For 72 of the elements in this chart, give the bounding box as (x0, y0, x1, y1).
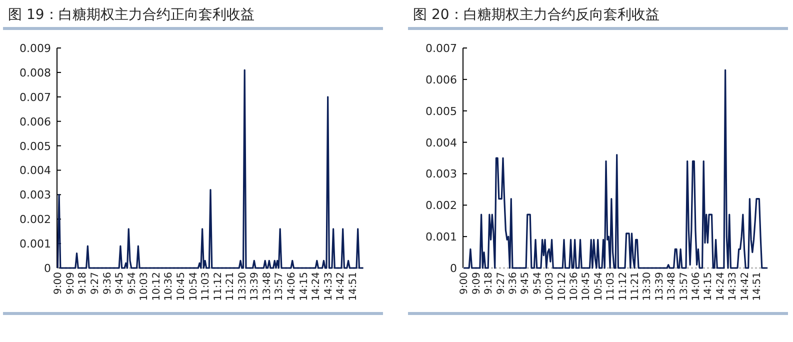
x-tick-label: 10:36 (568, 272, 580, 301)
x-tick-label: 9:36 (508, 272, 519, 294)
y-tick-label: 0.007 (20, 90, 51, 104)
x-tick-label: 9:00 (53, 272, 64, 294)
x-tick-label: 14:33 (728, 272, 739, 301)
x-tick-label: 9:27 (496, 272, 507, 294)
x-tick-label: 13:30 (642, 272, 654, 301)
x-tick-label: 9:36 (102, 272, 114, 294)
x-tick-label: 9:00 (459, 272, 470, 294)
y-tick-label: 0.006 (20, 115, 51, 128)
x-tick-label: 9:45 (520, 272, 532, 294)
x-tick-label: 10:54 (593, 272, 604, 301)
x-tick-label: 13:48 (666, 272, 678, 301)
y-tick-label: 0.003 (20, 188, 51, 202)
x-tick-label: 9:18 (484, 272, 495, 294)
x-tick-label: 11:21 (225, 272, 236, 301)
x-tick-label: 14:51 (752, 272, 763, 301)
x-tick-label: 13:39 (250, 272, 261, 301)
x-tick-label: 10:03 (139, 272, 150, 301)
x-tick-label: 14:33 (323, 272, 334, 301)
x-tick-label: 11:03 (606, 272, 617, 301)
x-tick-label: 14:15 (298, 272, 310, 301)
x-tick-label: 14:24 (715, 272, 726, 301)
y-tick-label: 0.004 (426, 136, 457, 150)
y-tick-label: 0.007 (426, 42, 457, 55)
x-tick-label: 11:12 (618, 272, 629, 301)
x-tick-label: 11:21 (630, 272, 641, 301)
y-tick-label: 0.009 (20, 42, 51, 55)
y-tick-label: 0.006 (426, 73, 457, 86)
x-tick-label: 14:24 (311, 272, 322, 301)
x-tick-label: 13:48 (262, 272, 273, 301)
x-tick-label: 13:57 (678, 272, 690, 301)
x-tick-label: 9:09 (65, 272, 76, 294)
y-tick-label: 0.001 (426, 230, 457, 244)
y-tick-label: 0.008 (20, 66, 51, 80)
chart-title: 图 20：白糖期权主力合约反向套利收益 (413, 7, 660, 23)
line-series (462, 69, 768, 269)
x-tick-label: 10:45 (176, 272, 187, 301)
x-tick-label: 10:36 (164, 272, 175, 301)
y-tick-label: 0.005 (20, 140, 51, 153)
y-tick-label: 0.002 (426, 199, 457, 212)
x-tick-label: 10:03 (544, 272, 556, 301)
x-tick-label: 9:45 (114, 272, 126, 294)
x-tick-label: 13:30 (237, 272, 248, 301)
x-tick-label: 14:06 (690, 272, 702, 301)
y-tick-label: 0.005 (426, 104, 457, 118)
x-tick-label: 9:09 (471, 272, 482, 294)
x-tick-label: 9:27 (90, 272, 102, 294)
x-tick-label: 13:57 (274, 272, 286, 301)
x-tick-label: 13:39 (654, 272, 666, 301)
y-tick-label: 0.001 (20, 238, 51, 251)
x-tick-label: 14:15 (703, 272, 714, 301)
x-tick-label: 9:54 (126, 272, 138, 294)
x-tick-label: 10:54 (188, 272, 200, 301)
y-tick-label: 0 (44, 262, 51, 275)
x-tick-label: 9:18 (78, 272, 89, 294)
x-tick-label: 10:12 (556, 272, 568, 301)
x-tick-label: 10:45 (581, 272, 592, 301)
line-series (56, 69, 364, 269)
y-tick-label: 0.002 (20, 213, 51, 226)
y-tick-label: 0.004 (20, 164, 51, 178)
chart-title: 图 19：白糖期权主力合约正向套利收益 (8, 7, 254, 23)
x-tick-label: 14:06 (286, 272, 298, 301)
x-tick-label: 14:42 (336, 272, 347, 301)
x-tick-label: 9:54 (532, 272, 544, 294)
x-tick-label: 11:03 (200, 272, 212, 301)
y-tick-label: 0 (450, 262, 457, 275)
x-tick-label: 11:12 (212, 272, 224, 301)
x-tick-label: 14:42 (740, 272, 751, 301)
x-tick-label: 10:12 (151, 272, 162, 301)
x-tick-label: 14:51 (348, 272, 359, 301)
y-tick-label: 0.003 (426, 168, 457, 181)
